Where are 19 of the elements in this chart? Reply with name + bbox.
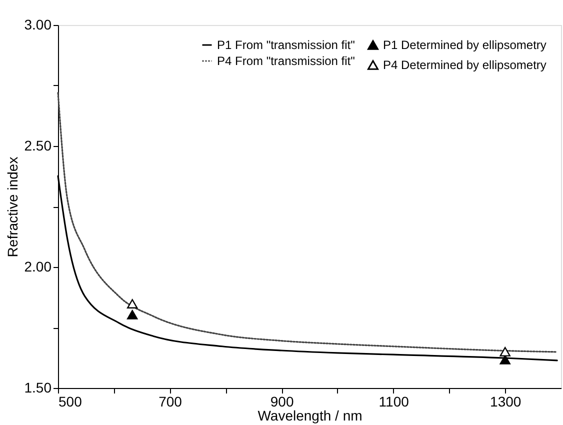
point [500,354,510,364]
x-tick-label: 1300 [490,394,522,410]
point [126,310,138,320]
x-tick-label: 500 [58,394,82,410]
y-tick-label: 1.50 [24,380,52,396]
x-tick-label: 700 [158,394,182,410]
y-tick-label: 3.00 [24,16,52,32]
y-tick-label: 2.50 [24,138,52,154]
x-tick-label: 900 [270,394,294,410]
point [500,346,510,356]
x-tick-label: 1100 [378,394,410,410]
legend-label: P4 From "transmission fit" [217,54,355,68]
legend-label: P4 Determined by ellipsometry [383,58,546,72]
x-axis-title: Wavelength / nm [258,408,362,424]
point [126,299,138,308]
legend-label: P1 Determined by ellipsometry [383,38,546,52]
legend-label: P1 From "transmission fit" [217,38,355,52]
y-tick-label: 2.00 [24,258,52,274]
y-axis-title: Refractive index [4,156,20,258]
